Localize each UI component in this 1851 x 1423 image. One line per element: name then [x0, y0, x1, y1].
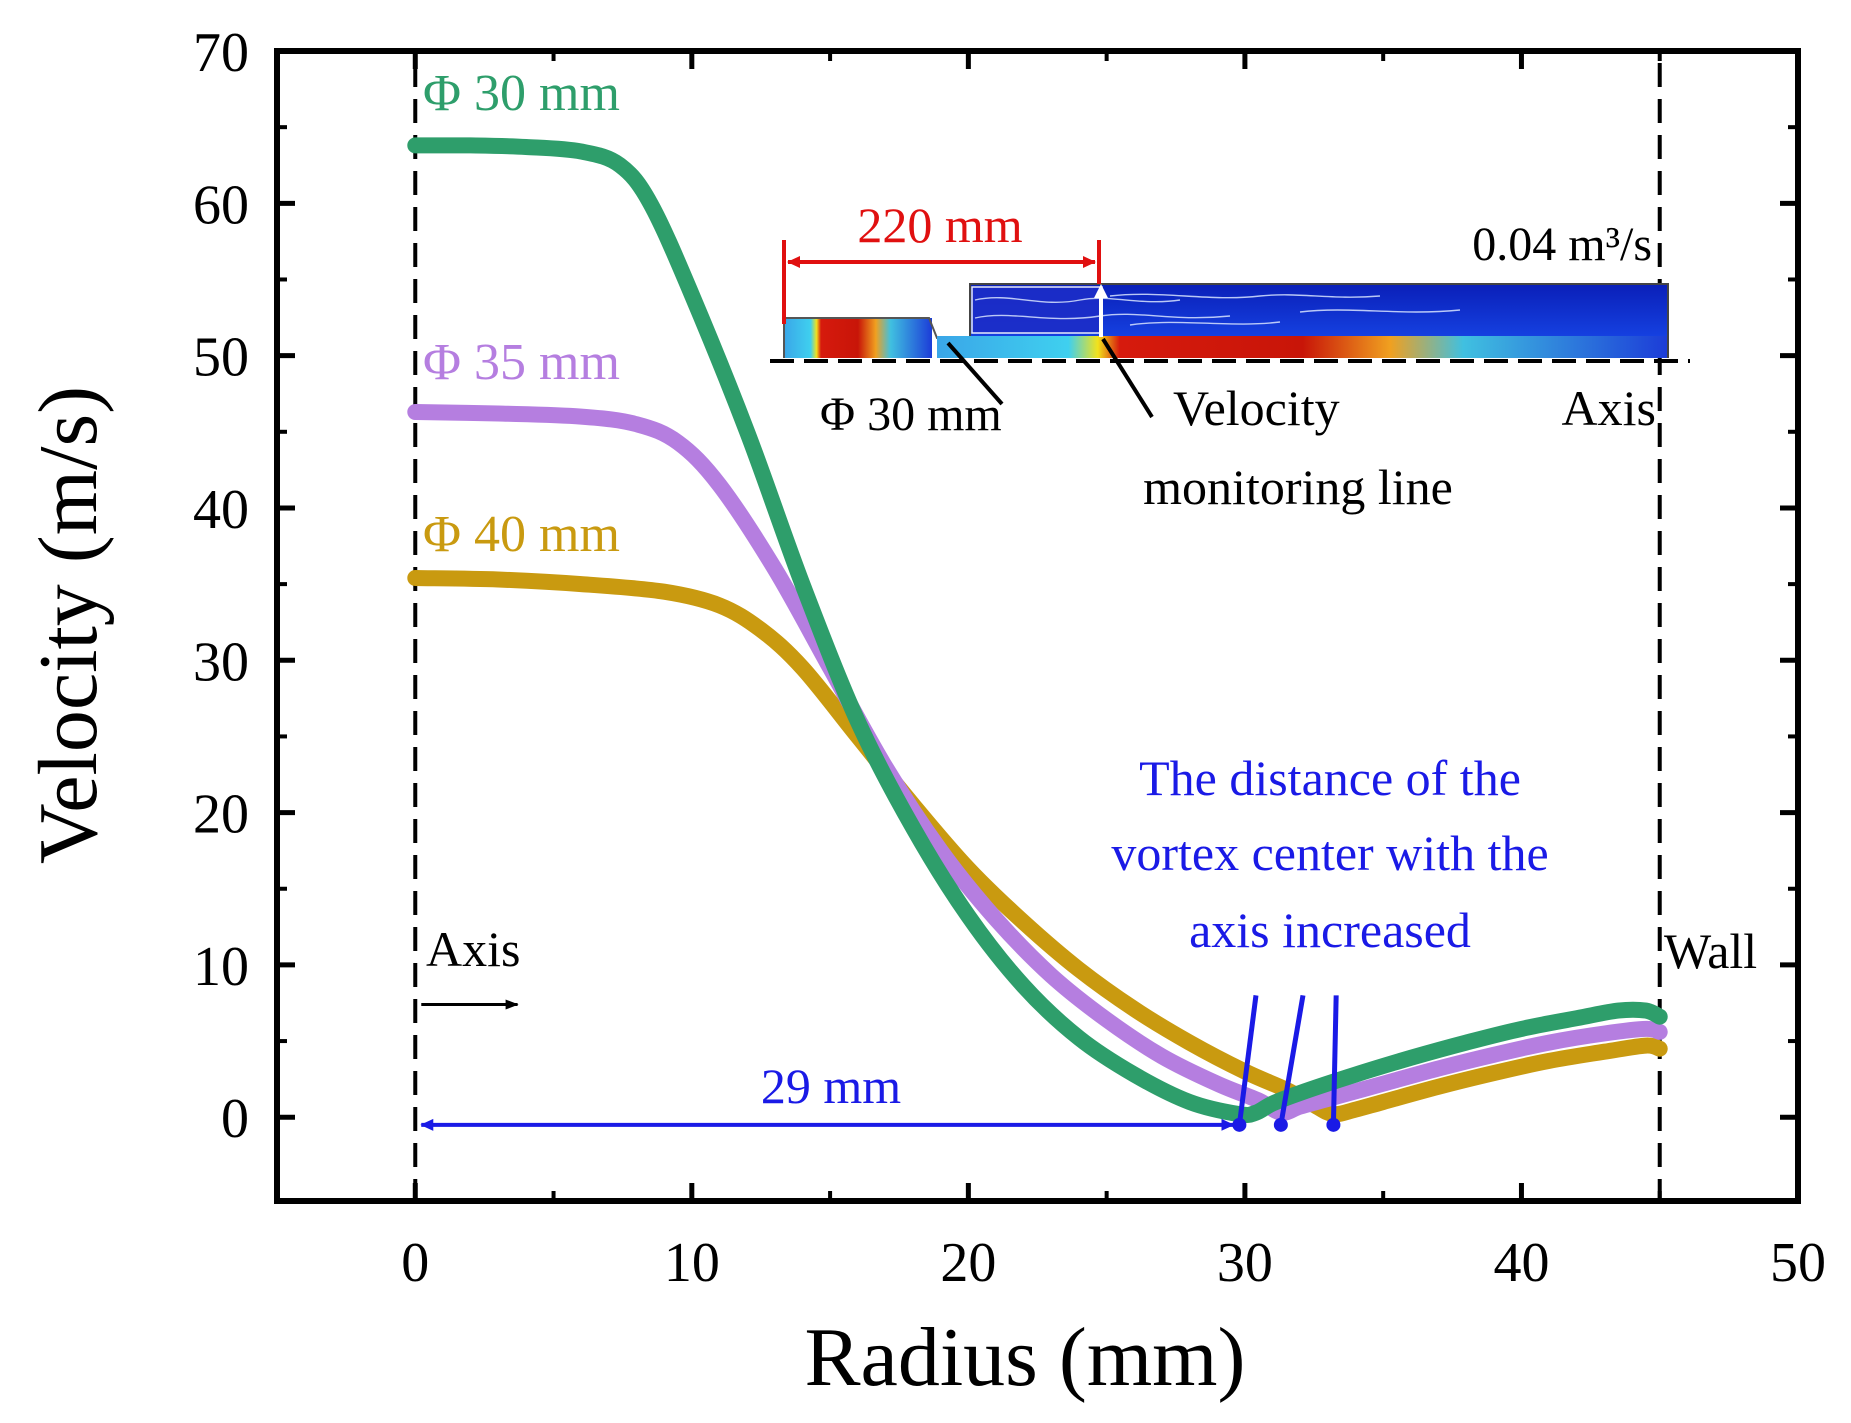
y-tick-label: 30	[193, 631, 249, 693]
axis-reference-label: Axis	[426, 921, 520, 977]
inset-vortex-box	[971, 286, 1103, 334]
inset-outline	[969, 283, 1669, 358]
y-tick-label: 60	[193, 174, 249, 236]
inset-lower-flow	[937, 336, 1668, 358]
y-axis-title: Velocity (m/s)	[22, 386, 115, 864]
vortex-center-point	[1326, 1117, 1341, 1132]
series-label-phi-30: Φ 30 mm	[423, 65, 620, 122]
vortex-note-line-3: axis increased	[1189, 902, 1471, 958]
wall-reference-label: Wall	[1664, 923, 1757, 979]
inset-monitor-label-line-2: monitoring line	[1143, 459, 1453, 515]
plot-frame	[274, 48, 1801, 1204]
inset-monitoring-arrowhead	[1094, 284, 1108, 298]
series-line-phi-35-mm	[407, 404, 1668, 1121]
x-tick-label: 50	[1770, 1232, 1826, 1294]
inset-monitor-label-line-1: Velocity	[1173, 380, 1340, 436]
y-tick-label: 40	[193, 479, 249, 541]
y-tick-label: 50	[193, 327, 249, 389]
y-tick-label: 70	[193, 22, 249, 84]
vortex-leader-line	[1236, 995, 1259, 1126]
series-line-phi-30-mm	[407, 137, 1668, 1123]
inset-flow-rate-label: 0.04 m³/s	[1472, 218, 1652, 271]
inset-diameter-leader	[946, 341, 1004, 406]
x-tick-label: 40	[1493, 1232, 1549, 1294]
inset-inlet-section	[784, 318, 932, 358]
inset-axis-label: Axis	[1562, 380, 1656, 436]
vortex-note-line-1: The distance of the	[1139, 750, 1521, 806]
x-axis-title: Radius (mm)	[805, 1311, 1246, 1404]
y-tick-label: 20	[193, 784, 249, 846]
y-tick-label: 10	[193, 936, 249, 998]
annotation-graphics	[420, 994, 1341, 1132]
x-tick-label: 30	[1217, 1232, 1273, 1294]
series-label-phi-40: Φ 40 mm	[423, 506, 620, 563]
series-label-phi-35: Φ 35 mm	[423, 334, 620, 391]
vortex-center-point	[1273, 1117, 1288, 1132]
distance-label: 29 mm	[761, 1058, 901, 1114]
x-tick-label: 0	[401, 1232, 429, 1294]
x-tick-label: 10	[664, 1232, 720, 1294]
y-tick-label: 0	[221, 1088, 249, 1150]
inset-diagram: 220 mm 0.04 m³/s Φ 30 mm Velocity monito…	[770, 197, 1690, 515]
vortex-leader-line	[1330, 995, 1339, 1125]
series-line-phi-40-mm	[407, 570, 1668, 1123]
x-tick-label: 20	[940, 1232, 996, 1294]
inset-dimension-label: 220 mm	[857, 197, 1022, 253]
y-axis-ticks: 0 10 20 30 40 50 60 70	[193, 22, 1798, 1150]
inset-diameter-label: Φ 30 mm	[820, 388, 1002, 441]
vortex-leader-line	[1278, 994, 1306, 1126]
series-lines	[407, 137, 1668, 1123]
inset-monitor-leader	[1101, 337, 1154, 419]
vortex-center-point	[1232, 1117, 1247, 1132]
x-axis-ticks: 0 10 20 30 40 50	[275, 51, 1826, 1294]
vortex-note-line-2: vortex center with the	[1111, 825, 1548, 881]
